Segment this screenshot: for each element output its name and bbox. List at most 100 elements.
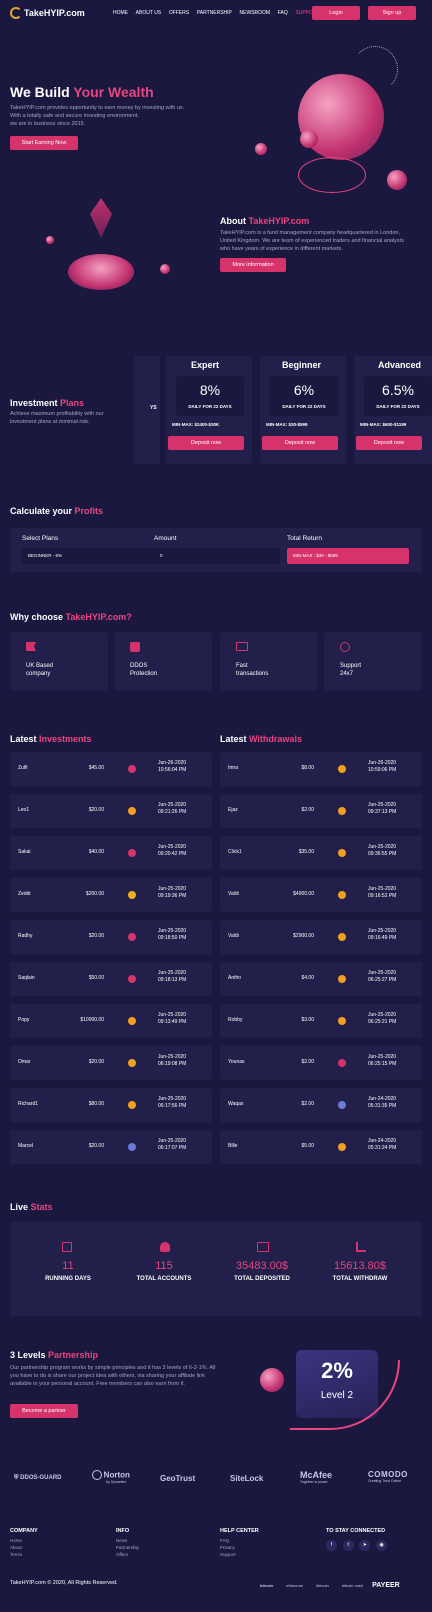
footer-link[interactable]: Support (220, 1552, 236, 1557)
row-username: Richard1 (18, 1101, 39, 1107)
row-amount: $20.00 (88, 1143, 104, 1149)
telegram-icon[interactable]: ➤ (359, 1540, 371, 1551)
more-information-button[interactable]: More information (220, 258, 286, 272)
withdrawals-title-a: Latest (220, 734, 250, 744)
row-date-time: 06:25:27 PM (368, 977, 397, 983)
table-row: Radhy $20.00 Jun-25-2020 09:18:50 PM (10, 920, 212, 954)
row-date: Jun-24-2020 05:31:24 PM (368, 1138, 396, 1152)
instagram-icon[interactable]: ◉ (376, 1540, 388, 1551)
table-row: Younas $2.00 Jun-25-2020 06:25:15 PM (220, 1046, 422, 1080)
nav-partnership[interactable]: PARTNERSHIP (196, 10, 232, 16)
plan-rate-box: 8% DAILY FOR 22 DAYS (176, 376, 244, 416)
plans-title-b: Plans (60, 398, 85, 408)
row-username: Popy (18, 1017, 30, 1023)
row-date-day: Jun-25-2020 (158, 1096, 187, 1102)
become-partner-button[interactable]: Become a partner (10, 1404, 78, 1418)
select-plans-dropdown[interactable]: BEGINNER - 6% (22, 548, 158, 564)
row-date: Jun-25-2020 09:19:36 PM (158, 886, 186, 900)
footer-link[interactable]: Partnership (116, 1545, 140, 1550)
table-row: Robby $3.00 Jun-25-2020 06:25:21 PM (220, 1004, 422, 1038)
row-username: Zeddi (18, 891, 31, 897)
row-username: Zulfi (18, 765, 28, 771)
footer-link[interactable]: Terms (10, 1552, 23, 1557)
deposit-now-button[interactable]: Deposit now (262, 436, 338, 450)
footer-connect: TO STAY CONNECTED f t ➤ ◉ (326, 1528, 388, 1551)
row-date: Jun-25-2020 06:17:56 PM (158, 1096, 186, 1110)
payment-method-icon (338, 975, 346, 983)
nav-home[interactable]: HOME (113, 10, 128, 16)
row-date: Jun-25-2020 09:16:52 PM (368, 886, 396, 900)
hero-line: we are in business since 2015. (10, 121, 86, 127)
footer-link[interactable]: About (10, 1545, 22, 1550)
why-title-b: TakeHYIP.com? (65, 612, 132, 622)
deposit-now-button[interactable]: Deposit now (168, 436, 244, 450)
plan-name: Advanced (378, 360, 422, 370)
stat-value: 35483.00$ (236, 1260, 288, 1272)
row-username: Waqas (228, 1101, 244, 1107)
table-row: Saqlain $50.00 Jun-25-2020 09:18:13 PM (10, 962, 212, 996)
deposit-now-button[interactable]: Deposit now (356, 436, 422, 450)
row-date: Jun-25-2020 09:13:49 PM (158, 1012, 186, 1026)
deposit-icon (257, 1242, 269, 1252)
plan-rate: 8% (199, 382, 221, 398)
row-amount: $80.00 (88, 1101, 104, 1107)
plan-card-partial (134, 356, 160, 464)
row-date-day: Jun-25-2020 (368, 970, 397, 976)
payment-method-icon (338, 807, 346, 815)
login-button[interactable]: Login (312, 6, 360, 20)
row-date-day: Jun-25-2020 (158, 802, 187, 808)
litecoin-logo: litecoin (316, 1583, 329, 1588)
payment-logos: bitcoin ethereum litecoin bitcoin cash P… (260, 1582, 426, 1589)
row-date: Jun-25-2020 06:25:15 PM (368, 1054, 396, 1068)
plan-card-beginner: Beginner 6% DAILY FOR 22 DAYS MIN-MAX: $… (260, 356, 346, 464)
row-amount: $2.00 (301, 1059, 314, 1065)
row-username: Valdi (228, 933, 239, 939)
row-date: Jun-25-2020 06:19:08 PM (158, 1054, 186, 1068)
geotrust-logo-text: GeoTrust (160, 1474, 196, 1483)
row-date: Jun-25-2020 09:18:13 PM (158, 970, 186, 984)
plan-card-advanced: Advanced 6.5% DAILY FOR 22 DAYS MIN-MAX:… (354, 356, 432, 464)
hero-small-sphere (387, 170, 407, 190)
twitter-icon[interactable]: t (342, 1540, 354, 1551)
why-card: Support 24x7 (324, 632, 422, 690)
nav-support[interactable]: SUPPORT (295, 10, 320, 16)
row-date-day: Jun-26-2020 (158, 760, 187, 766)
nav-offers[interactable]: OFFERS (168, 10, 190, 16)
footer-link[interactable]: Offers (116, 1552, 129, 1557)
footer-link[interactable]: Home (10, 1538, 23, 1543)
why-label-line: transactions (236, 671, 269, 677)
support-icon (340, 642, 350, 652)
row-date-time: 06:25:21 PM (368, 1019, 397, 1025)
row-date-time: 09:13:49 PM (158, 1019, 187, 1025)
footer-link[interactable]: FAQ (220, 1538, 230, 1543)
nav-newsroom[interactable]: NEWSROOM (239, 10, 271, 16)
plans-title-a: Investment (10, 398, 61, 408)
payment-method-icon (128, 1101, 136, 1109)
row-date-time: 09:20:42 PM (158, 851, 187, 857)
payment-method-icon (128, 975, 136, 983)
why-card: UK Based company (10, 632, 108, 690)
logo-icon[interactable] (10, 7, 22, 19)
row-date-time: 06:19:08 PM (158, 1061, 187, 1067)
footer-link[interactable]: News (116, 1538, 128, 1543)
facebook-icon[interactable]: f (326, 1540, 337, 1551)
row-date-time: 09:21:26 PM (158, 809, 187, 815)
trust-logos: ⛨ DDOS-GUARD Norton by Symantec GeoTrust… (0, 1468, 432, 1492)
footer-link[interactable]: Privacy (220, 1545, 235, 1550)
row-date: Jun-25-2020 06:25:27 PM (368, 970, 396, 984)
table-row: Ejaz $2.00 Jun-25-2020 09:37:13 PM (220, 794, 422, 828)
why-label-line: Support (340, 663, 362, 669)
investments-title: Latest Investments (10, 734, 92, 744)
plans-subtitle: Achieve maximum profitability with our i… (10, 411, 104, 425)
row-username: Valdi (228, 891, 239, 897)
nav-about[interactable]: ABOUT US (135, 10, 162, 16)
signup-button[interactable]: Sign up (368, 6, 416, 20)
start-earning-button[interactable]: Start Earning Now (10, 136, 78, 150)
comodo-logo: COMODO Creating Trust Online (368, 1470, 408, 1483)
row-amount: $2.00 (301, 807, 314, 813)
plan-rate-box: 6.5% DAILY FOR 22 DAYS (364, 376, 432, 416)
logo-text[interactable]: TakeHYIP.com (24, 8, 85, 18)
nav-faq[interactable]: FAQ (277, 10, 288, 16)
plan-card-expert: Expert 8% DAILY FOR 22 DAYS MIN-MAX: $24… (166, 356, 252, 464)
amount-input[interactable]: 0 (154, 548, 280, 564)
